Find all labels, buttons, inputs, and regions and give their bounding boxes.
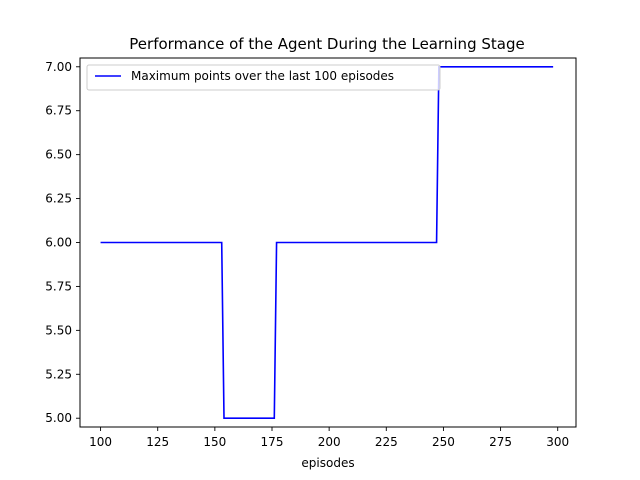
y-tick-label: 5.50 — [45, 323, 72, 337]
y-tick-label: 5.25 — [45, 367, 72, 381]
legend-label: Maximum points over the last 100 episode… — [131, 69, 394, 83]
y-axis: 5.00 5.25 5.50 5.75 6.00 6.25 6.50 6.75 7.00 — [45, 60, 80, 425]
x-axis-label: episodes — [301, 456, 354, 470]
x-tick-label: 125 — [146, 435, 169, 449]
x-tick-label: 100 — [89, 435, 112, 449]
y-tick-label: 6.75 — [45, 104, 72, 118]
y-tick-label: 5.00 — [45, 411, 72, 425]
y-tick-label: 5.75 — [45, 279, 72, 293]
x-axis: 100 125 150 175 200 225 250 275 300 — [89, 427, 569, 449]
x-tick-label: 200 — [318, 435, 341, 449]
series-layer — [100, 65, 554, 420]
x-tick-label: 250 — [432, 435, 455, 449]
x-tick-label: 175 — [261, 435, 284, 449]
x-tick-label: 150 — [203, 435, 226, 449]
y-tick-label: 7.00 — [45, 60, 72, 74]
y-tick-label: 6.00 — [45, 236, 72, 250]
legend-box — [86, 64, 441, 91]
legend: Maximum points over the last 100 episode… — [86, 64, 441, 91]
series-line — [100, 65, 554, 420]
chart-title: Performance of the Agent During the Lear… — [129, 35, 524, 53]
y-tick-label: 6.50 — [45, 148, 72, 162]
y-tick-label: 6.25 — [45, 192, 72, 206]
x-tick-label: 275 — [489, 435, 512, 449]
x-tick-label: 300 — [546, 435, 569, 449]
x-tick-label: 225 — [375, 435, 398, 449]
